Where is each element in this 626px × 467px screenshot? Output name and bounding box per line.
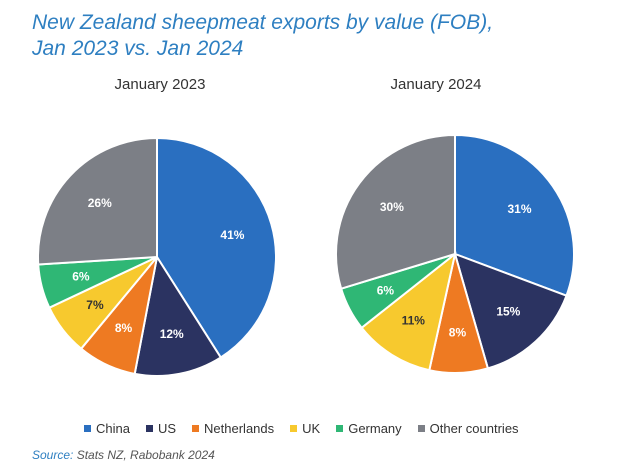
legend-swatch	[290, 424, 298, 432]
legend: China US Netherlands UK Germany Other countri…	[84, 420, 519, 436]
legend-label: UK	[302, 420, 321, 436]
legend-label: Other countries	[429, 420, 519, 436]
data-label-uk: 11%	[402, 314, 426, 328]
data-label-china: 31%	[508, 202, 532, 216]
pie-january-2023: 41% 12% 8% 7% 6% 26%	[37, 136, 277, 377]
chart-title-2023: January 2023	[114, 76, 206, 93]
chart-title-2024: January 2024	[390, 76, 482, 93]
legend-item-china: China	[84, 421, 130, 436]
data-label-china: 41%	[220, 228, 244, 242]
data-label-netherlands: 8%	[115, 321, 133, 335]
source-text: Stats NZ, Rabobank 2024	[76, 448, 215, 462]
pie-slice-us	[453, 252, 568, 370]
legend-label: Netherlands	[204, 420, 275, 436]
data-label-other-countries: 30%	[380, 200, 404, 214]
data-label-other-countries: 26%	[88, 196, 112, 210]
data-label-netherlands: 8%	[449, 326, 467, 340]
legend-swatch	[145, 424, 153, 432]
pie-slice-uk	[360, 251, 457, 372]
legend-label: China	[96, 420, 130, 436]
data-label-us: 15%	[496, 305, 520, 319]
legend-item-us: US	[145, 420, 177, 436]
data-label-us: 12%	[160, 327, 184, 341]
legend-item-uk: UK	[290, 421, 320, 436]
title-line-2: Jan 2023 vs. Jan 2024	[32, 37, 244, 60]
pie-slice-china	[454, 133, 575, 297]
source-label: Source:	[32, 448, 74, 462]
title-line-1: New Zealand sheepmeat exports by value (…	[32, 11, 494, 34]
pie-slice-other-countries	[37, 136, 158, 266]
data-label-germany: 6%	[72, 270, 90, 284]
legend-label: Germany	[348, 420, 402, 436]
pie-slice-other-countries	[335, 133, 456, 290]
data-label-germany: 6%	[377, 283, 395, 297]
legend-swatch	[417, 424, 425, 432]
legend-swatch	[336, 424, 344, 432]
source-note: Source: Stats NZ, Rabobank 2024	[32, 448, 215, 462]
legend-label: US	[157, 420, 177, 436]
legend-item-other-countries: Other countries	[417, 420, 519, 436]
legend-swatch	[84, 424, 91, 432]
legend-item-netherlands: Netherlands	[192, 421, 274, 436]
pie-january-2024: 31% 15% 8% 11% 6% 30%	[335, 133, 575, 374]
pie-slice-us	[133, 254, 223, 377]
figure-title: New Zealand sheepmeat exports by value (…	[32, 10, 612, 62]
legend-item-germany: Germany	[336, 420, 402, 436]
legend-swatch	[192, 424, 200, 432]
data-label-uk: 7%	[86, 298, 104, 312]
